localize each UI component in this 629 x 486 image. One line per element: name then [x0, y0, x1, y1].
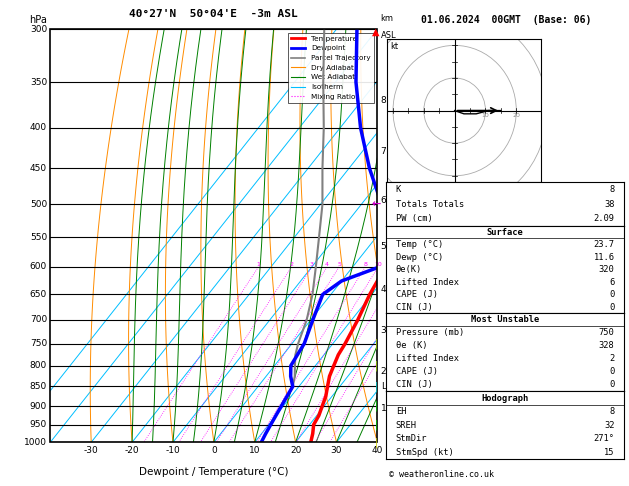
Text: Temp (°C): Temp (°C) — [396, 240, 443, 249]
Text: 0: 0 — [610, 367, 615, 376]
Text: Most Unstable: Most Unstable — [471, 315, 539, 325]
Text: 900: 900 — [30, 401, 47, 411]
Text: |: | — [374, 381, 378, 392]
Text: Lifted Index: Lifted Index — [396, 354, 459, 364]
Text: 500: 500 — [30, 200, 47, 209]
Text: ←: ← — [372, 199, 381, 209]
Text: 23.7: 23.7 — [593, 240, 615, 249]
Text: LCL: LCL — [381, 382, 397, 391]
Text: 11.6: 11.6 — [593, 253, 615, 262]
Text: 350: 350 — [30, 78, 47, 87]
Text: |: | — [374, 338, 378, 349]
Text: 40: 40 — [372, 446, 383, 455]
Text: 01.06.2024  00GMT  (Base: 06): 01.06.2024 00GMT (Base: 06) — [421, 15, 591, 25]
Text: 750: 750 — [599, 329, 615, 337]
Text: 30: 30 — [331, 446, 342, 455]
Text: |: | — [374, 437, 378, 448]
Text: Hodograph: Hodograph — [481, 394, 529, 402]
Text: 8: 8 — [610, 407, 615, 416]
Text: Dewpoint / Temperature (°C): Dewpoint / Temperature (°C) — [139, 467, 289, 477]
Text: K: K — [396, 185, 401, 194]
Text: θe (K): θe (K) — [396, 341, 427, 350]
Text: 10: 10 — [374, 262, 382, 267]
Text: 328: 328 — [599, 341, 615, 350]
Text: 800: 800 — [30, 361, 47, 370]
Text: |: | — [374, 361, 378, 371]
Text: 5: 5 — [381, 242, 386, 251]
Text: Dewp (°C): Dewp (°C) — [396, 253, 443, 262]
Text: 2: 2 — [610, 354, 615, 364]
Text: 1: 1 — [257, 262, 260, 267]
Text: Totals Totals: Totals Totals — [396, 200, 464, 208]
Text: 550: 550 — [30, 233, 47, 242]
Text: 700: 700 — [30, 315, 47, 324]
Text: ▲: ▲ — [372, 27, 380, 36]
Text: PW (cm): PW (cm) — [396, 214, 433, 223]
Text: 3: 3 — [310, 262, 314, 267]
Text: kt: kt — [390, 42, 398, 51]
Text: 1: 1 — [381, 404, 386, 413]
Text: 0: 0 — [211, 446, 217, 455]
Text: CAPE (J): CAPE (J) — [396, 367, 438, 376]
Text: 8: 8 — [364, 262, 367, 267]
Text: |: | — [374, 401, 378, 411]
Text: 32: 32 — [604, 421, 615, 430]
Text: -20: -20 — [125, 446, 140, 455]
Text: 8: 8 — [381, 96, 386, 104]
Text: 15: 15 — [604, 448, 615, 457]
Text: 300: 300 — [30, 25, 47, 34]
Text: CIN (J): CIN (J) — [396, 380, 433, 389]
Text: StmDir: StmDir — [396, 434, 427, 443]
Text: -10: -10 — [165, 446, 181, 455]
Text: 4: 4 — [325, 262, 329, 267]
Text: 2: 2 — [381, 367, 386, 376]
Text: SREH: SREH — [396, 421, 417, 430]
Text: 20: 20 — [290, 446, 301, 455]
Text: 3: 3 — [381, 327, 386, 335]
Text: km: km — [381, 14, 394, 23]
Text: 5: 5 — [337, 262, 341, 267]
Text: 271°: 271° — [593, 434, 615, 443]
Text: 7: 7 — [381, 147, 386, 156]
Text: 600: 600 — [30, 262, 47, 272]
Text: CIN (J): CIN (J) — [396, 303, 433, 312]
Text: -30: -30 — [84, 446, 99, 455]
Text: StmSpd (kt): StmSpd (kt) — [396, 448, 454, 457]
Text: © weatheronline.co.uk: © weatheronline.co.uk — [389, 469, 494, 479]
Text: 950: 950 — [30, 420, 47, 429]
Text: 40°27'N  50°04'E  -3m ASL: 40°27'N 50°04'E -3m ASL — [130, 9, 298, 19]
Text: CAPE (J): CAPE (J) — [396, 290, 438, 299]
Text: 850: 850 — [30, 382, 47, 391]
Text: Lifted Index: Lifted Index — [396, 278, 459, 287]
Text: 10: 10 — [482, 113, 489, 118]
Text: 2.09: 2.09 — [593, 214, 615, 223]
Text: EH: EH — [396, 407, 406, 416]
Text: 38: 38 — [604, 200, 615, 208]
Text: 2: 2 — [289, 262, 294, 267]
Text: |: | — [374, 419, 378, 430]
Text: 400: 400 — [30, 123, 47, 132]
Text: Pressure (mb): Pressure (mb) — [396, 329, 464, 337]
Text: 6: 6 — [381, 196, 386, 205]
Text: 6: 6 — [610, 278, 615, 287]
Text: 8: 8 — [610, 185, 615, 194]
Text: θe(K): θe(K) — [396, 265, 422, 274]
Text: 1000: 1000 — [24, 438, 47, 447]
Text: 320: 320 — [599, 265, 615, 274]
Text: Surface: Surface — [487, 228, 523, 237]
Text: 10: 10 — [249, 446, 260, 455]
Text: 0: 0 — [610, 380, 615, 389]
Text: 650: 650 — [30, 290, 47, 299]
Text: hPa: hPa — [29, 15, 47, 25]
Text: 20: 20 — [513, 113, 520, 118]
Text: 4: 4 — [381, 285, 386, 294]
Text: 450: 450 — [30, 164, 47, 173]
Legend: Temperature, Dewpoint, Parcel Trajectory, Dry Adiabat, Wet Adiabat, Isotherm, Mi: Temperature, Dewpoint, Parcel Trajectory… — [288, 33, 374, 103]
Text: ASL: ASL — [381, 31, 396, 40]
Text: 0: 0 — [610, 303, 615, 312]
Text: Mixing Ratio (g/kg): Mixing Ratio (g/kg) — [415, 196, 425, 276]
Text: 0: 0 — [610, 290, 615, 299]
Text: 750: 750 — [30, 339, 47, 348]
